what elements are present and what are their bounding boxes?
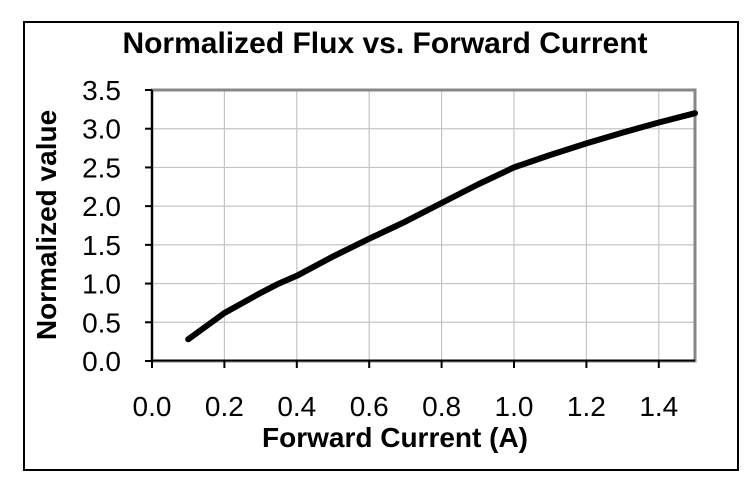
y-tick-label: 1.5 <box>82 230 121 261</box>
x-tick-label: 0.2 <box>205 391 244 422</box>
x-tick-label: 0.4 <box>277 391 316 422</box>
y-tick-label: 0.0 <box>82 346 121 377</box>
x-tick-label: 1.4 <box>639 391 678 422</box>
x-tick-label: 0.8 <box>422 391 461 422</box>
x-tick-label: 1.2 <box>567 391 606 422</box>
y-tick-label: 1.0 <box>82 269 121 300</box>
x-tick-label: 0.6 <box>350 391 389 422</box>
y-tick-label: 2.5 <box>82 152 121 183</box>
x-axis-title: Forward Current (A) <box>262 422 528 453</box>
plot-background <box>152 90 695 361</box>
x-tick-label: 0.0 <box>133 391 172 422</box>
y-tick-label: 2.0 <box>82 191 121 222</box>
flux-curve <box>185 110 698 343</box>
y-tick-label: 0.5 <box>82 307 121 338</box>
x-tick-label: 1.0 <box>495 391 534 422</box>
y-tick-label: 3.0 <box>82 114 121 145</box>
y-tick-label: 3.5 <box>82 75 121 106</box>
chart-title: Normalized Flux vs. Forward Current <box>122 27 648 60</box>
